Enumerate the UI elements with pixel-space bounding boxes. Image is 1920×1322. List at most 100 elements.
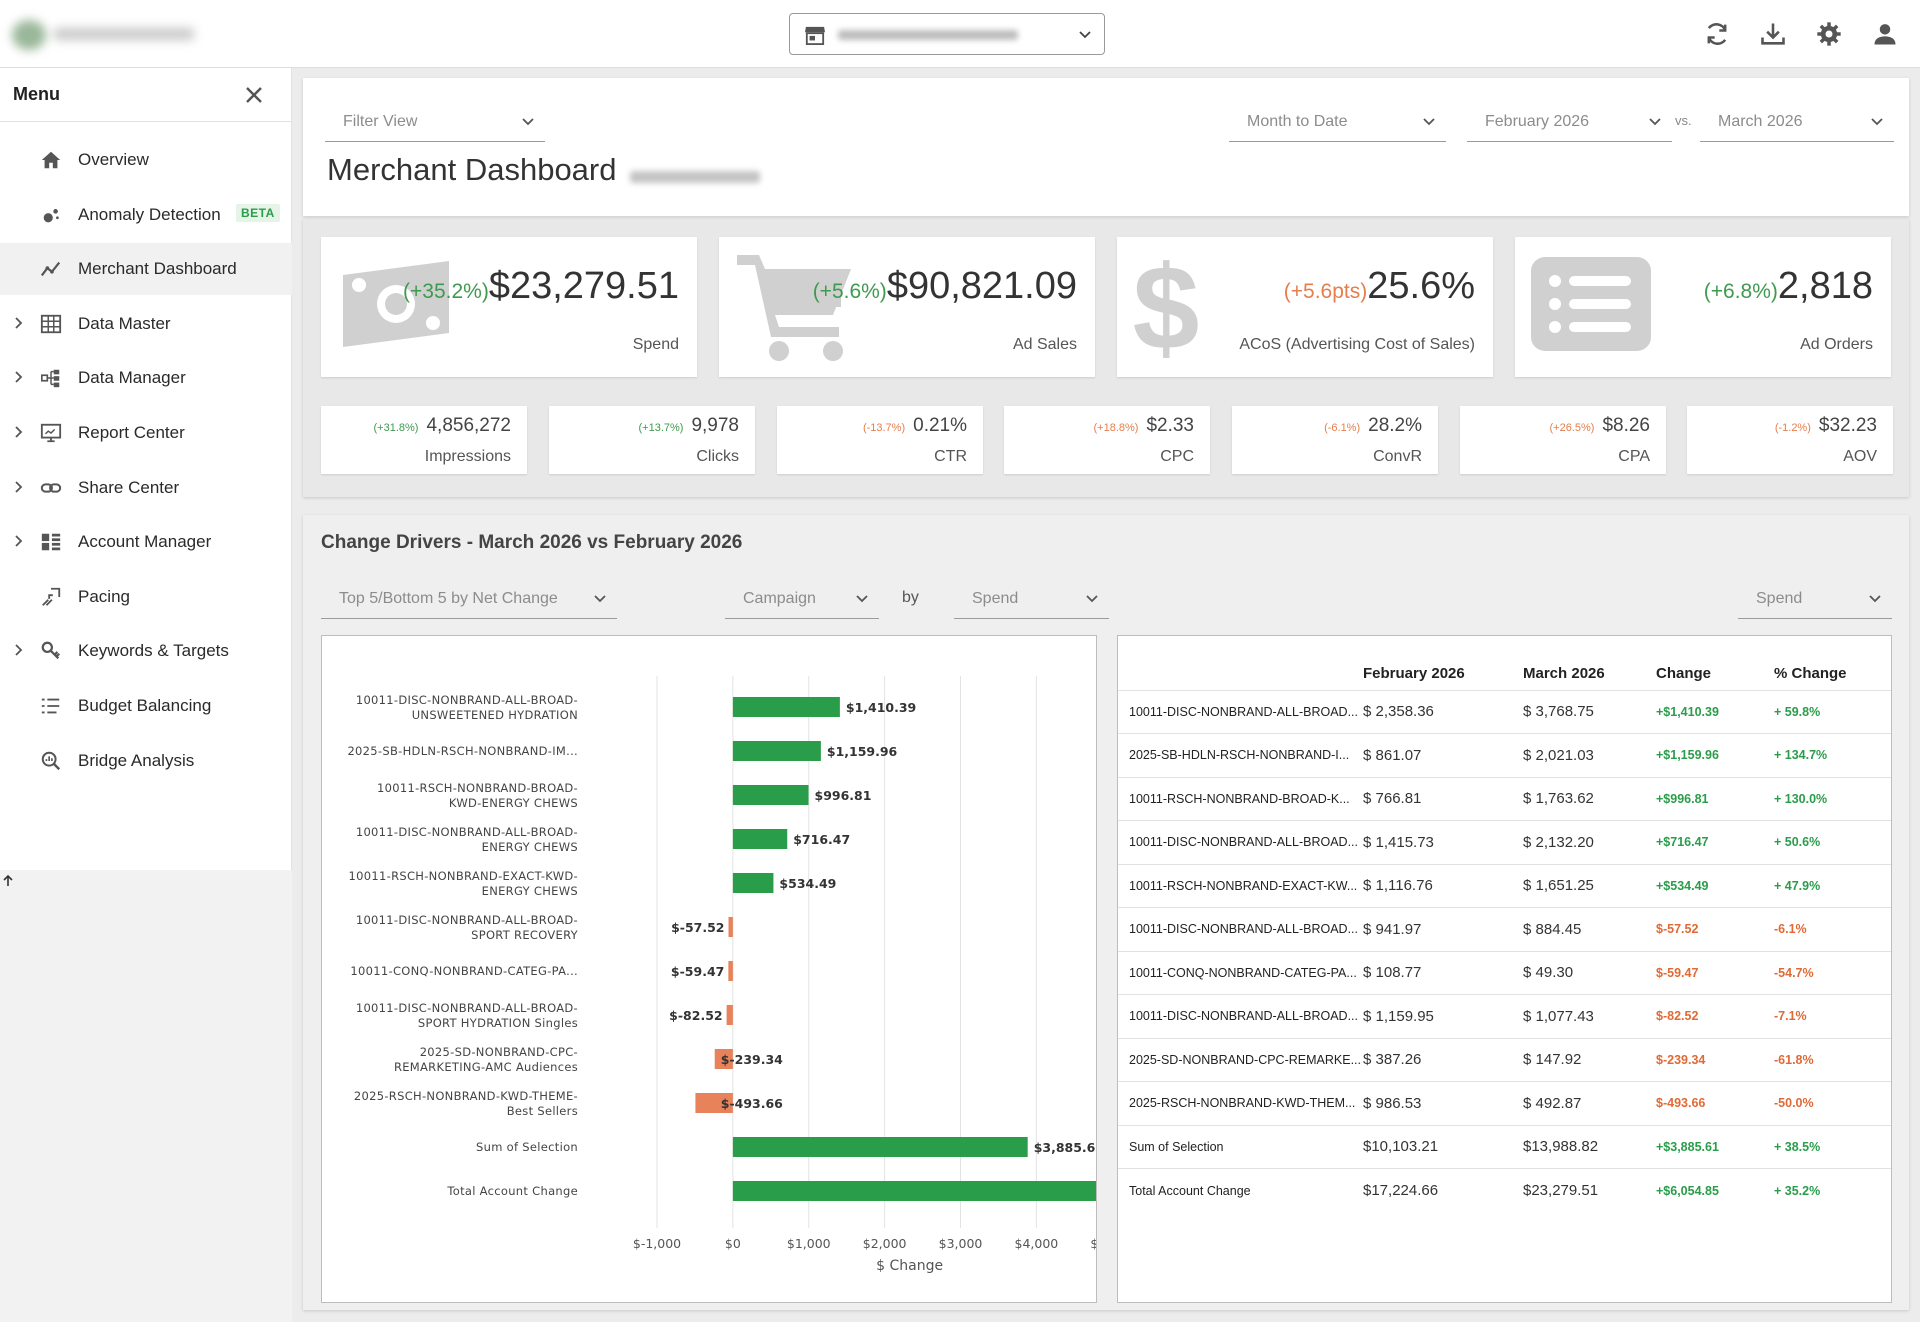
feb-value-cell: $ 108.77	[1363, 950, 1523, 995]
column-header-pct-change[interactable]: % Change	[1774, 665, 1847, 683]
magnify-chart-icon	[41, 751, 61, 770]
kpi-value: 25.6%	[1367, 265, 1475, 307]
table-row[interactable]: 10011-RSCH-NONBRAND-EXACT-KW... $ 1,116.7…	[1118, 863, 1891, 908]
bar	[732, 785, 809, 805]
table-row[interactable]: 2025-SD-NONBRAND-CPC-REMARKE... $ 387.26 $…	[1118, 1037, 1891, 1082]
table-row[interactable]: 10011-DISC-NONBRAND-ALL-BROAD... $ 1,415.…	[1118, 820, 1891, 864]
sidebar-item-keywords-targets[interactable]: Keywords & Targets	[0, 625, 292, 677]
bar	[728, 961, 733, 981]
sidebar-item-anomaly-detection[interactable]: Anomaly Detection BETA	[0, 189, 292, 241]
sidebar-item-merchant-dashboard[interactable]: Merchant Dashboard	[0, 243, 292, 296]
close-icon[interactable]	[243, 84, 265, 106]
sidebar-item-budget-balancing[interactable]: Budget Balancing	[0, 680, 292, 732]
link-icon	[40, 482, 62, 493]
table-row[interactable]: 10011-DISC-NONBRAND-ALL-BROAD... $ 2,358.…	[1118, 689, 1891, 734]
filter-view-label: Filter View	[343, 113, 418, 130]
sidebar: Menu Overview Anomaly Detection BETA Mercha…	[0, 68, 292, 1322]
settings-icon[interactable]	[1815, 20, 1843, 48]
sidebar-item-data-master[interactable]: Data Master	[0, 298, 292, 350]
menu-title: Menu	[13, 84, 60, 104]
metric-select[interactable]: Spend	[954, 579, 1109, 619]
data-label: $-59.47	[671, 964, 724, 979]
pct-change-cell: + 47.9%	[1774, 863, 1891, 908]
table-row[interactable]: Sum of Selection $10,103.21 $13,988.82 +$3,…	[1118, 1124, 1891, 1169]
chevron-right-icon[interactable]	[14, 425, 24, 439]
kpi-label: ACoS (Advertising Cost of Sales)	[1239, 336, 1475, 353]
kpi-card-ctr: (-13.7%) 0.21% CTR	[777, 406, 983, 474]
sidebar-item-data-manager[interactable]: Data Manager	[0, 352, 292, 404]
campaign-name-cell: 10011-DISC-NONBRAND-ALL-BROAD...	[1118, 820, 1363, 864]
menu-header: Menu	[0, 68, 292, 122]
sidebar-item-label: Report Center	[78, 423, 185, 442]
table-metric-select[interactable]: Spend	[1738, 579, 1892, 619]
home-icon	[41, 151, 61, 169]
column-header-mar[interactable]: March 2026	[1523, 665, 1605, 683]
chevron-right-icon[interactable]	[14, 643, 24, 657]
pct-change-cell: -7.1%	[1774, 994, 1891, 1038]
chevron-right-icon[interactable]	[14, 534, 24, 548]
period-label: Month to Date	[1247, 113, 1348, 130]
account-name-blurred	[838, 30, 1018, 40]
sidebar-item-account-manager[interactable]: Account Manager	[0, 516, 292, 568]
kpi-label: Clicks	[696, 448, 739, 465]
table-row[interactable]: 2025-RSCH-NONBRAND-KWD-THEM... $ 986.53 $ …	[1118, 1081, 1891, 1125]
collapse-up-icon[interactable]	[2, 874, 14, 888]
beta-badge: BETA	[236, 203, 280, 222]
kpi-label: ConvR	[1373, 448, 1422, 465]
rank-select-label: Top 5/Bottom 5 by Net Change	[339, 590, 558, 607]
feb-value-cell: $ 986.53	[1363, 1081, 1523, 1125]
kpi-panel: (+35.2%)$23,279.51 Spend (+5.6%)$90,821.…	[303, 219, 1909, 497]
chevron-down-icon	[1423, 118, 1435, 126]
top-bar	[0, 0, 1920, 68]
campaign-name-cell: 10011-RSCH-NONBRAND-BROAD-K...	[1118, 776, 1363, 821]
dashboard-header: Filter View Month to Date February 2026 …	[303, 78, 1909, 216]
compare-from-select[interactable]: February 2026	[1467, 102, 1672, 142]
kpi-value: $90,821.09	[886, 265, 1077, 307]
chevron-down-icon	[522, 118, 534, 126]
table-row[interactable]: 10011-RSCH-NONBRAND-BROAD-K... $ 766.81 $ …	[1118, 776, 1891, 821]
kpi-label: CPC	[1160, 448, 1194, 465]
chevron-right-icon[interactable]	[14, 370, 24, 384]
app-logo[interactable]	[12, 16, 202, 52]
change-cell: $-493.66	[1656, 1081, 1774, 1125]
kpi-value: 0.21%	[913, 415, 967, 436]
sidebar-item-overview[interactable]: Overview	[0, 134, 292, 186]
table-row[interactable]: 2025-SB-HDLN-RSCH-NONBRAND-I... $ 861.07 $…	[1118, 733, 1891, 777]
bar	[732, 741, 821, 761]
pct-change-cell: + 35.2%	[1774, 1168, 1891, 1212]
category-label: SPORT RECOVERY	[471, 928, 579, 942]
change-cell: +$716.47	[1656, 820, 1774, 864]
chevron-right-icon[interactable]	[14, 480, 24, 494]
column-header-change[interactable]: Change	[1656, 665, 1712, 683]
data-label: $534.49	[779, 876, 836, 891]
column-header-feb[interactable]: February 2026	[1363, 665, 1465, 683]
campaign-name-cell: Sum of Selection	[1118, 1124, 1363, 1169]
account-select[interactable]	[789, 13, 1105, 55]
pct-change-cell: -6.1%	[1774, 907, 1891, 951]
sidebar-item-label: Keywords & Targets	[78, 641, 229, 661]
dimension-select[interactable]: Campaign	[725, 579, 879, 619]
kpi-value: $32.23	[1818, 415, 1877, 436]
sidebar-item-report-center[interactable]: Report Center	[0, 407, 292, 459]
rank-select[interactable]: Top 5/Bottom 5 by Net Change	[321, 579, 617, 619]
category-label: UNSWEETENED HYDRATION	[412, 708, 578, 722]
table-row[interactable]: 10011-CONQ-NONBRAND-CATEG-PA... $ 108.77 $…	[1118, 950, 1891, 995]
sidebar-item-share-center[interactable]: Share Center	[0, 462, 292, 514]
table-row[interactable]: 10011-DISC-NONBRAND-ALL-BROAD... $ 1,159.…	[1118, 994, 1891, 1038]
compare-to-select[interactable]: March 2026	[1700, 102, 1894, 142]
filter-view-select[interactable]: Filter View	[325, 102, 545, 142]
user-icon[interactable]	[1871, 20, 1899, 48]
table-row[interactable]: 10011-DISC-NONBRAND-ALL-BROAD... $ 941.97…	[1118, 907, 1891, 951]
sidebar-item-bridge-analysis[interactable]: Bridge Analysis	[0, 735, 292, 787]
download-icon[interactable]	[1759, 20, 1787, 48]
sidebar-item-pacing[interactable]: Pacing	[0, 571, 292, 623]
period-select[interactable]: Month to Date	[1229, 102, 1446, 142]
feb-value-cell: $ 766.81	[1363, 776, 1523, 821]
refresh-icon[interactable]	[1703, 20, 1731, 48]
data-label: $-239.34	[721, 1052, 783, 1067]
category-label: 10011-RSCH-NONBRAND-BROAD-	[377, 781, 578, 795]
trend-line-icon	[40, 262, 61, 277]
table-row[interactable]: Total Account Change $17,224.66 $23,279.51…	[1118, 1168, 1891, 1212]
monitor-icon	[40, 423, 62, 443]
chevron-right-icon[interactable]	[14, 316, 24, 330]
